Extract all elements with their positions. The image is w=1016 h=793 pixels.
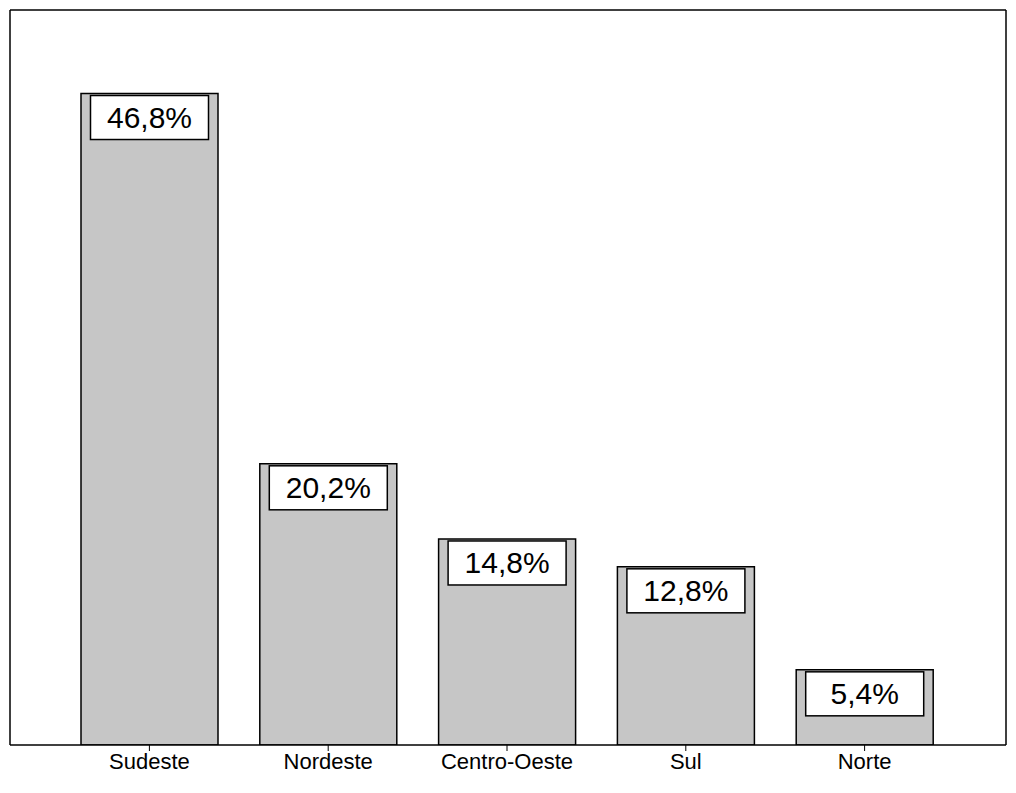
svg-text:Nordeste: Nordeste <box>284 749 373 774</box>
svg-text:Sudeste: Sudeste <box>109 749 190 774</box>
svg-text:20,2%: 20,2% <box>286 471 371 504</box>
svg-text:Norte: Norte <box>838 749 892 774</box>
svg-text:Sul: Sul <box>670 749 702 774</box>
svg-text:Centro-Oeste: Centro-Oeste <box>441 749 573 774</box>
svg-text:5,4%: 5,4% <box>831 677 899 710</box>
svg-text:46,8%: 46,8% <box>107 101 192 134</box>
svg-text:12,8%: 12,8% <box>643 574 728 607</box>
svg-text:14,8%: 14,8% <box>465 546 550 579</box>
